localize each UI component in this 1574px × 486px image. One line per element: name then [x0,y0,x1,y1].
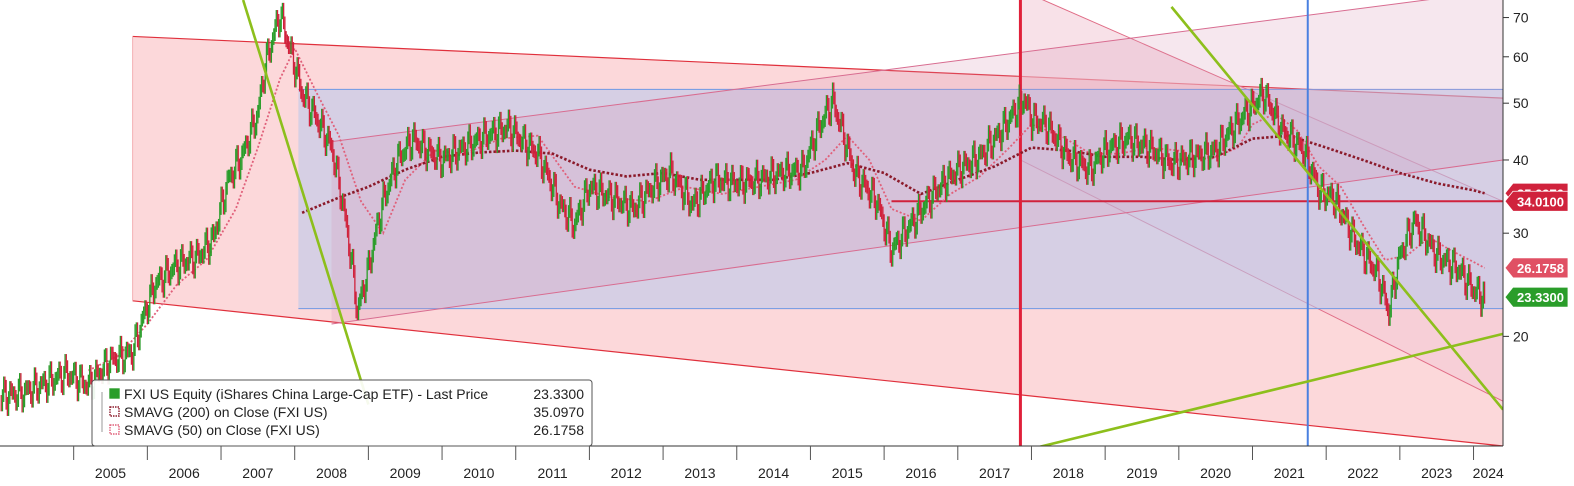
last-price-badge [1504,190,1569,212]
x-tick-label: 2014 [758,465,789,481]
legend-value-3: 26.1758 [533,422,584,438]
price-candles [0,2,1486,416]
legend-marker-3 [109,424,120,435]
x-tick-label: 2012 [611,465,642,481]
x-tick-label: 2008 [316,465,347,481]
x-tick-label: 2020 [1200,465,1231,481]
green-trendline-1 [241,0,370,405]
x-tick-label: 2017 [979,465,1010,481]
green-trendline-2 [1170,6,1505,411]
y-tick-label: 50 [1513,95,1529,111]
regression-channel-lower-line [132,300,1504,447]
y-axis-background [1503,0,1574,486]
legend-label-2: SMAVG (200) on Close (FXI US) [124,404,328,420]
x-tick-label: 2006 [169,465,200,481]
x-tick-label: 2009 [390,465,421,481]
x-tick-label: 2007 [242,465,273,481]
legend-value-1: 23.3300 [533,386,584,402]
x-tick-label: 2005 [95,465,126,481]
last-price-badge [1504,286,1569,308]
last-price-badge-label: 26.1758 [1517,261,1564,276]
last-price-badge-label: 34.0100 [1517,194,1564,209]
x-axis-background [0,446,1574,486]
x-tick-label: 2015 [832,465,863,481]
y-tick-label: 60 [1513,49,1529,65]
x-tick-label: 2022 [1347,465,1378,481]
x-tick-label: 2019 [1126,465,1157,481]
y-tick-label: 70 [1513,10,1529,26]
regression-channel-upper-line [132,35,1504,99]
legend-marker-2 [109,406,120,417]
last-price-badge-label: 23.3300 [1517,290,1564,305]
legend-box [91,379,593,447]
y-tick-label: 20 [1513,328,1529,344]
x-tick-label: 2018 [1053,465,1084,481]
x-tick-label: 2024 [1473,465,1504,481]
legend-marker-1 [109,388,120,399]
x-tick-label: 2023 [1421,465,1452,481]
x-tick-label: 2013 [684,465,715,481]
x-tick-label: 2016 [905,465,936,481]
x-tick-label: 2010 [463,465,494,481]
y-tick-label: 40 [1513,152,1529,168]
upward-channel-band [331,0,1503,324]
legend-value-2: 35.0970 [533,404,584,420]
last-price-badge [1504,257,1569,279]
legend-label-3: SMAVG (50) on Close (FXI US) [124,422,320,438]
legend-label-1: FXI US Equity (iShares China Large-Cap E… [124,386,488,402]
x-tick-label: 2021 [1274,465,1305,481]
y-tick-label: 30 [1513,225,1529,241]
green-trendline-3 [1001,332,1504,458]
x-tick-label: 2011 [538,465,568,481]
